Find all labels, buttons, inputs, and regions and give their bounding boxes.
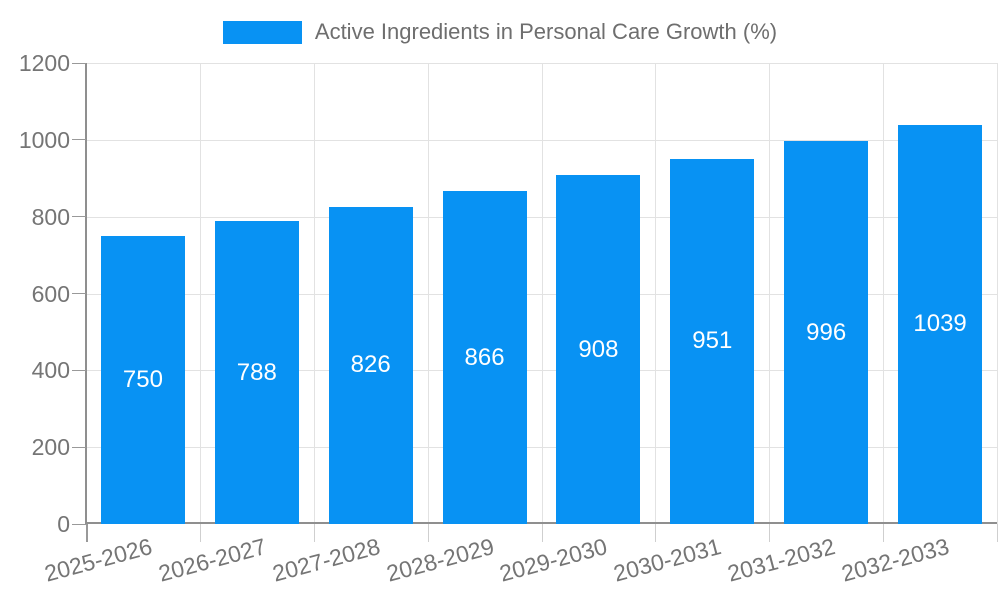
x-axis-tick-mark — [541, 524, 543, 542]
y-axis-line — [85, 63, 87, 524]
gridline-vertical — [427, 63, 429, 524]
bar[interactable] — [556, 175, 641, 524]
gridline-vertical — [997, 63, 998, 524]
x-axis-tick-mark — [655, 524, 657, 542]
bar-value-label: 1039 — [913, 310, 967, 338]
y-axis-tick-mark — [72, 293, 86, 294]
legend[interactable]: Active Ingredients in Personal Care Grow… — [0, 18, 1000, 46]
x-axis-tick-mark — [313, 524, 315, 542]
y-axis-tick-mark — [72, 139, 86, 141]
y-axis-tick-mark — [72, 523, 86, 525]
legend-swatch — [222, 20, 302, 44]
x-axis-tick-mark — [883, 524, 885, 542]
x-axis-tick-mark — [427, 524, 429, 542]
bar[interactable] — [784, 141, 869, 524]
x-axis-tick-mark — [199, 524, 201, 542]
bar[interactable] — [214, 221, 299, 524]
bar[interactable] — [442, 191, 527, 524]
gridline-vertical — [655, 63, 657, 524]
y-axis-tick-label: 800 — [31, 203, 70, 230]
bar-value-label: 788 — [236, 358, 277, 386]
y-axis-tick-label: 0 — [57, 511, 70, 537]
gridline-vertical — [313, 63, 315, 524]
y-axis-tick-label: 1000 — [18, 126, 70, 153]
bar-value-label: 908 — [578, 335, 619, 363]
y-axis-tick-mark — [72, 216, 86, 218]
y-axis-tick-mark — [72, 62, 86, 64]
legend-label: Active Ingredients in Personal Care Grow… — [314, 19, 778, 44]
x-axis-tick-mark — [997, 524, 998, 542]
bar[interactable] — [670, 158, 755, 524]
x-axis-tick-label: 2029-2030 — [497, 533, 611, 587]
y-axis-tick-label: 1200 — [18, 50, 70, 76]
x-axis-tick-label: 2027-2028 — [269, 533, 383, 587]
gridline-vertical — [769, 63, 771, 524]
bar-value-label: 826 — [350, 351, 391, 379]
bar-value-label: 750 — [122, 365, 163, 393]
bar[interactable] — [100, 235, 185, 524]
x-axis-tick-label: 2026-2027 — [155, 533, 269, 587]
x-axis-tick-label: 2032-2033 — [838, 533, 952, 587]
y-axis-tick-label: 600 — [31, 280, 70, 307]
y-axis-tick-mark — [72, 446, 86, 448]
y-axis-tick-label: 200 — [31, 434, 70, 461]
y-axis-tick-label: 400 — [31, 357, 70, 384]
bar-value-label: 866 — [464, 343, 505, 371]
bar[interactable] — [898, 124, 983, 524]
x-axis-tick-label: 2030-2031 — [611, 533, 725, 587]
bar-value-label: 996 — [806, 318, 847, 346]
gridline-vertical — [541, 63, 543, 524]
bar-value-label: 951 — [692, 327, 733, 355]
plot-area — [85, 63, 998, 524]
x-axis-tick-label: 2031-2032 — [724, 533, 838, 587]
x-axis-tick-label: 2025-2026 — [41, 533, 155, 587]
gridline-vertical — [199, 63, 201, 524]
x-axis-tick-mark — [86, 524, 88, 542]
gridline-vertical — [883, 63, 885, 524]
y-axis-tick-mark — [72, 369, 86, 371]
bar[interactable] — [328, 206, 413, 524]
x-axis-tick-label: 2028-2029 — [383, 533, 497, 587]
x-axis-tick-mark — [769, 524, 771, 542]
x-axis-line — [85, 522, 997, 524]
